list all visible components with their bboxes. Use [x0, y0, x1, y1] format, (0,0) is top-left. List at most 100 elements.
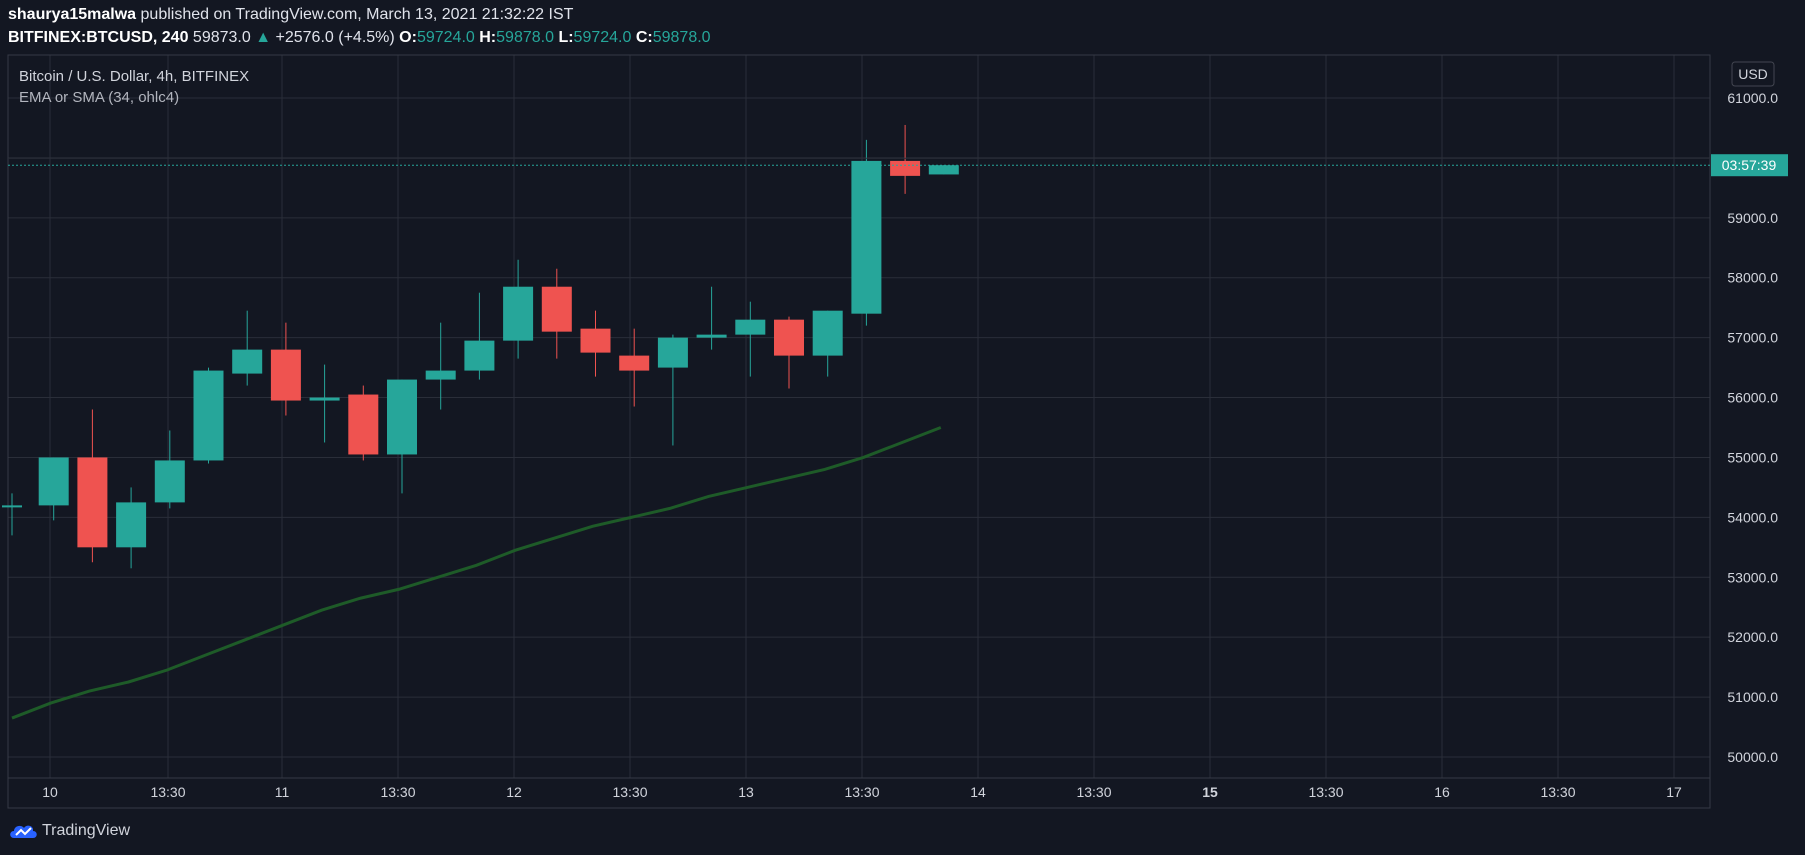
ma-line	[11, 426, 942, 720]
price-tick-label: 50000.0	[1727, 749, 1778, 765]
time-tick-label: 10	[42, 784, 58, 800]
candle-body	[232, 349, 263, 374]
high-label: H:	[479, 29, 497, 46]
candle-body	[116, 502, 147, 548]
candle	[657, 334, 688, 446]
candle-body	[580, 328, 611, 353]
up-arrow-icon: ▲	[255, 29, 272, 46]
candle-body	[774, 319, 804, 356]
candle	[193, 367, 224, 464]
candle	[77, 409, 108, 563]
time-tick-label: 13:30	[1540, 784, 1575, 800]
time-tick-label: 14	[970, 784, 986, 800]
candle	[232, 310, 263, 386]
candle-body	[77, 457, 108, 548]
author-name[interactable]: shaurya15malwa	[8, 6, 137, 23]
candle-body	[541, 286, 572, 332]
time-tick-label: 17	[1666, 784, 1682, 800]
time-tick-label: 13:30	[612, 784, 647, 800]
time-tick-label: 12	[506, 784, 522, 800]
candle-body	[503, 286, 534, 341]
price-change: +2576.0 (+4.5%)	[275, 29, 395, 46]
candle	[696, 286, 727, 350]
candle	[116, 487, 147, 569]
price-tick-label: 51000.0	[1727, 689, 1778, 705]
candle	[38, 457, 69, 521]
currency-box[interactable]	[1731, 61, 1775, 87]
price-tick-label: 57000.0	[1727, 330, 1778, 346]
time-tick-label: 16	[1434, 784, 1450, 800]
candle-body	[890, 160, 921, 176]
candle	[270, 322, 301, 416]
candle-body	[464, 340, 495, 371]
candle	[851, 139, 882, 326]
candle-body	[2, 505, 22, 508]
price-tick-label: 53000.0	[1727, 569, 1778, 585]
symbol-info-bar: BITFINEX:BTCUSD, 240 59873.0 ▲ +2576.0 (…	[8, 29, 711, 47]
candle-body	[425, 370, 456, 380]
time-tick-label: 13	[738, 784, 754, 800]
candle	[425, 322, 456, 410]
open-label: O:	[399, 29, 417, 46]
price-tick-label: 54000.0	[1727, 509, 1778, 525]
chart-title: Bitcoin / U.S. Dollar, 4h, BITFINEX	[19, 68, 249, 85]
symbol-label: BITFINEX:BTCUSD, 240	[8, 29, 189, 46]
price-tick-label: 56000.0	[1727, 390, 1778, 406]
time-tick-label: 13:30	[1308, 784, 1343, 800]
price-axis: 61000.0 59000.0 58000.0 57000.0 56000.0 55000…	[1711, 90, 1788, 765]
time-axis: 10 13:30 11 13:30 12 13:30 13 13:30 14 13:30 15 13:…	[42, 784, 1682, 800]
candle	[387, 379, 417, 494]
candle-body	[851, 160, 882, 314]
time-tick-label: 15	[1202, 784, 1218, 800]
candle	[348, 385, 379, 461]
price-tick-label: 55000.0	[1727, 449, 1778, 465]
candle-body	[270, 349, 301, 401]
time-tick-label: 11	[275, 784, 290, 800]
candle-body	[619, 355, 650, 371]
candle-body	[193, 370, 224, 461]
candle	[2, 493, 22, 536]
price-tick-label: 52000.0	[1727, 629, 1778, 645]
candle-body	[657, 337, 688, 368]
publish-info: shaurya15malwa published on TradingView.…	[8, 6, 573, 24]
tradingview-cloud-icon	[10, 825, 37, 838]
indicator-label[interactable]: EMA or SMA (34, ohlc4)	[19, 89, 179, 106]
countdown-label: 03:57:39	[1722, 157, 1777, 173]
time-tick-label: 13:30	[380, 784, 415, 800]
candle-body	[812, 310, 843, 356]
candle-body	[309, 397, 340, 401]
candle-body	[38, 457, 69, 506]
candle	[154, 430, 185, 509]
high-value: 59878.0	[496, 29, 554, 46]
candle	[774, 316, 804, 389]
close-label: C:	[635, 29, 653, 46]
time-tick-label: 13:30	[844, 784, 879, 800]
candle	[619, 328, 650, 407]
candle	[464, 292, 495, 380]
open-value: 59724.0	[416, 29, 475, 46]
last-price: 59873.0	[192, 29, 251, 46]
candle	[309, 364, 340, 443]
candle-body	[348, 394, 379, 455]
price-tick-label: 61000.0	[1727, 90, 1778, 106]
published-text: published on TradingView.com, March 13, …	[140, 6, 574, 23]
time-tick-label: 13:30	[150, 784, 185, 800]
close-value: 59878.0	[652, 29, 711, 46]
tradingview-label: TradingView	[42, 822, 131, 839]
candle	[735, 301, 766, 377]
tradingview-logo[interactable]: TradingView	[8, 822, 130, 840]
candles-group	[2, 124, 1710, 569]
candle-body	[387, 379, 417, 455]
countdown-badge	[1711, 154, 1788, 177]
candle	[890, 124, 921, 194]
currency-label[interactable]: USD	[1738, 66, 1768, 82]
candle-body	[696, 334, 727, 338]
price-tick-label: 58000.0	[1727, 270, 1778, 286]
low-value: 59724.0	[573, 29, 632, 46]
candle	[928, 165, 959, 175]
time-tick-label: 13:30	[1076, 784, 1111, 800]
candle-body	[154, 460, 185, 503]
candle-body	[928, 165, 959, 175]
candle	[812, 310, 843, 377]
